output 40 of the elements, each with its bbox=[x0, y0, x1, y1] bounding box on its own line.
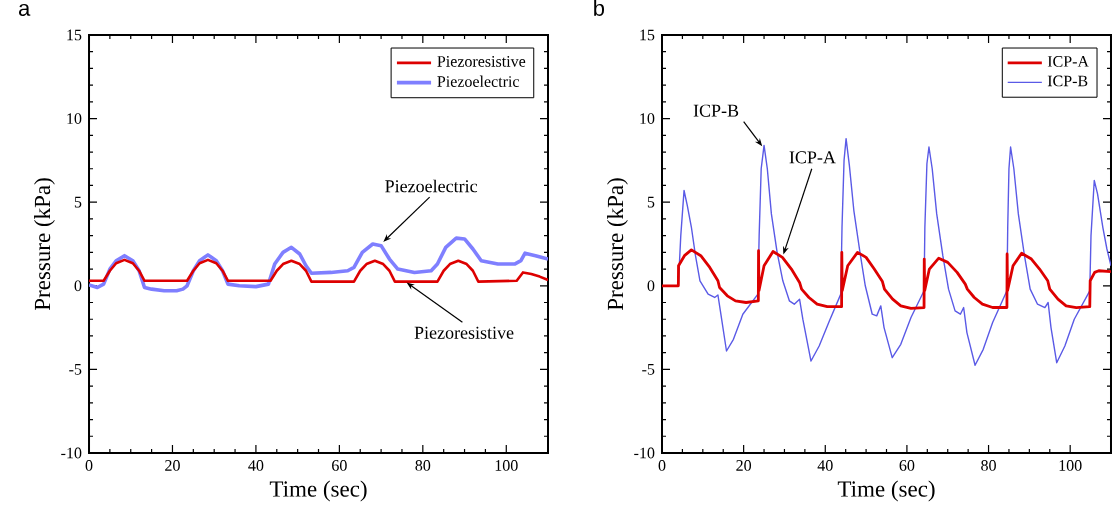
y-tick-label: 15 bbox=[640, 29, 655, 41]
annotation: ICP-B bbox=[693, 104, 739, 117]
y-tick-label: 0 bbox=[74, 280, 82, 292]
y-tick-label: -10 bbox=[61, 447, 82, 459]
y-tick-label: 15 bbox=[67, 29, 82, 41]
x-tick-label: 80 bbox=[415, 460, 431, 471]
x-tick-label: 0 bbox=[658, 460, 666, 471]
y-tick-label: -10 bbox=[634, 447, 655, 459]
legend-label: Piezoresistive bbox=[437, 56, 526, 67]
y-tick-label: 10 bbox=[640, 113, 655, 124]
x-tick-label: 40 bbox=[248, 460, 264, 471]
x-tick-label: 40 bbox=[817, 460, 833, 471]
legend-label: ICP-A bbox=[1047, 56, 1089, 67]
x-axis-title: Time (sec) bbox=[837, 480, 935, 502]
y-tick-label: 5 bbox=[74, 196, 82, 208]
line-series bbox=[662, 248, 1111, 310]
x-tick-label: 60 bbox=[332, 460, 347, 471]
x-tick-label: 60 bbox=[899, 460, 915, 471]
y-tick-label: -5 bbox=[69, 364, 82, 375]
y-tick-label: 5 bbox=[647, 196, 655, 208]
chart-title: a bbox=[18, 3, 31, 16]
y-tick-label: -5 bbox=[642, 364, 655, 375]
x-tick-label: 20 bbox=[736, 460, 752, 471]
x-tick-label: 80 bbox=[981, 460, 996, 471]
line-series bbox=[89, 258, 548, 283]
x-tick-label: 0 bbox=[85, 460, 93, 471]
y-tick-label: 0 bbox=[647, 280, 655, 292]
legend-label: ICP-B bbox=[1047, 75, 1088, 87]
x-tick-label: 20 bbox=[165, 460, 180, 471]
x-tick-label: 100 bbox=[495, 460, 518, 471]
y-axis-title: Pressure (kPa) bbox=[607, 178, 628, 311]
x-axis-title: Time (sec) bbox=[269, 480, 367, 502]
x-tick-label: 100 bbox=[1059, 460, 1082, 471]
chart-title: b bbox=[594, 0, 605, 16]
annotation: Piezoresistive bbox=[414, 326, 514, 339]
y-axis-title: Pressure (kPa) bbox=[34, 178, 55, 311]
annotation: ICP-A bbox=[789, 151, 836, 164]
legend-label: Piezoelectric bbox=[437, 75, 520, 87]
annotation: Piezoelectric bbox=[385, 179, 478, 193]
y-tick-label: 10 bbox=[67, 113, 82, 124]
